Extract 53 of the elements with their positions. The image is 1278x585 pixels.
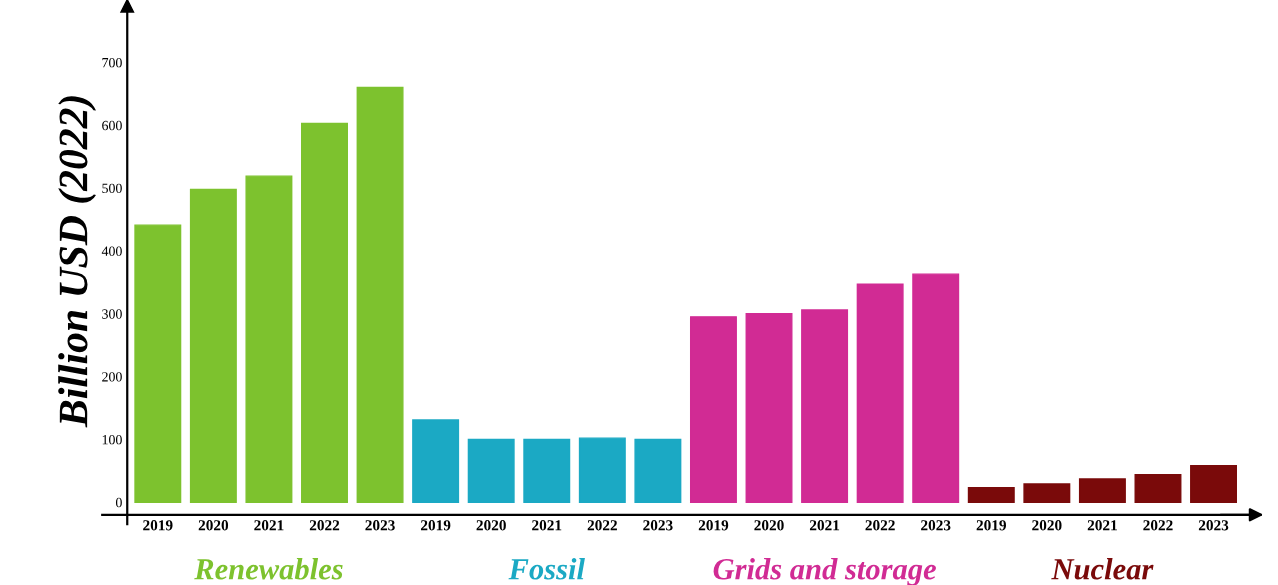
- x-tick-label: 2023: [643, 520, 673, 531]
- y-tick-label: 600: [102, 120, 122, 131]
- bar: [1078, 478, 1126, 503]
- x-tick-label: 2019: [421, 520, 451, 531]
- bar: [245, 175, 293, 503]
- bar: [967, 487, 1015, 503]
- bar: [912, 273, 960, 503]
- y-tick-label: 500: [102, 183, 122, 194]
- y-tick-label: 700: [102, 57, 122, 68]
- x-tick-label: 2023: [1198, 520, 1229, 531]
- x-tick-label: 2022: [1143, 520, 1173, 531]
- series-label: Grids and storage: [713, 558, 936, 585]
- bar: [1134, 473, 1182, 503]
- x-tick-label: 2020: [198, 520, 229, 531]
- x-tick-label: 2022: [309, 520, 340, 531]
- x-tick-label: 2019: [698, 520, 729, 531]
- x-tick-label: 2019: [143, 520, 173, 531]
- x-tick-label: 2021: [532, 520, 562, 531]
- x-tick-label: 2020: [754, 520, 784, 531]
- x-tick-label: 2020: [476, 520, 506, 531]
- bar: [189, 188, 237, 503]
- y-tick-label: 0: [115, 497, 122, 508]
- x-tick-label: 2022: [587, 520, 617, 531]
- y-tick-label: 200: [102, 372, 122, 382]
- bar: [801, 309, 849, 503]
- bar: [634, 438, 682, 503]
- x-tick-label: 2021: [809, 520, 840, 531]
- x-tick-label: 2020: [1032, 520, 1062, 531]
- bar: [356, 86, 404, 503]
- y-tick-label: 300: [102, 309, 122, 319]
- bar: [856, 283, 904, 503]
- bar: [134, 224, 182, 503]
- y-axis-title: Billion USD (2022): [58, 96, 96, 428]
- bar: [1190, 465, 1238, 503]
- bar: [745, 313, 793, 503]
- x-tick-label: 2023: [365, 520, 395, 531]
- series-label: Renewables: [194, 558, 343, 580]
- y-tick-label: 100: [102, 434, 122, 445]
- x-tick-label: 2022: [865, 520, 895, 531]
- bar: [578, 437, 626, 503]
- x-tick-label: 2019: [976, 520, 1007, 531]
- x-tick-label: 2023: [921, 520, 951, 531]
- series-label: Nuclear: [1051, 558, 1154, 580]
- bar: [1023, 483, 1071, 503]
- y-tick-label: 400: [101, 246, 122, 256]
- bar: [523, 438, 571, 503]
- bar: [689, 316, 737, 503]
- bar: [467, 438, 515, 503]
- x-tick-label: 2021: [254, 520, 284, 531]
- x-tick-label: 2021: [1087, 520, 1117, 531]
- series-label: Fossil: [508, 558, 585, 580]
- bar: [301, 122, 348, 503]
- bar: [412, 419, 460, 503]
